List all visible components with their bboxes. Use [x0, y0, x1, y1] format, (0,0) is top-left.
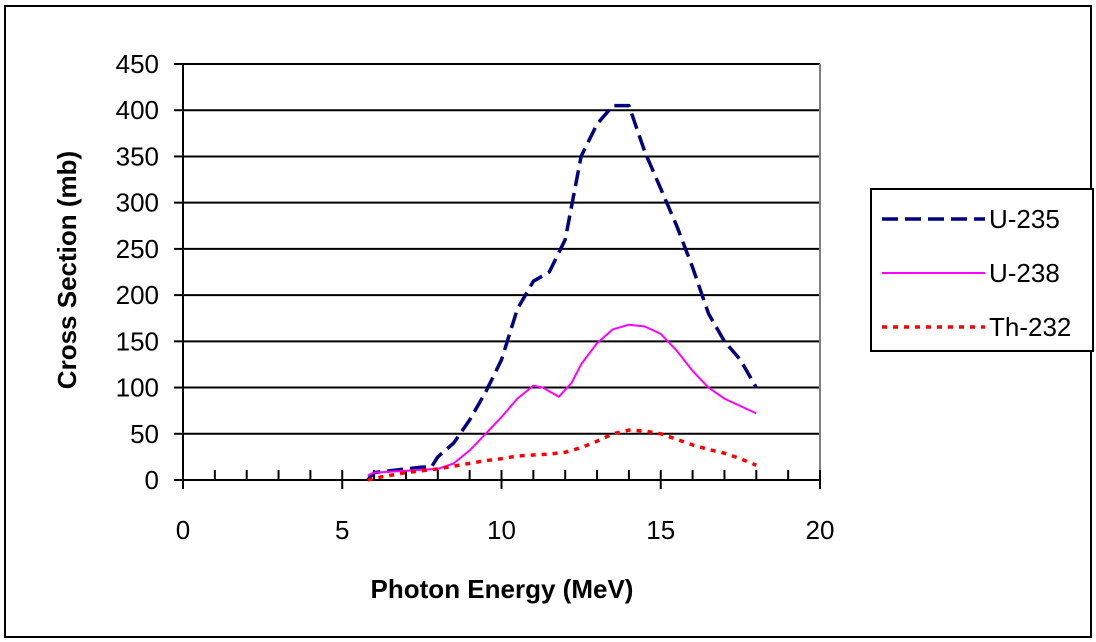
legend-label-u-235: U-235: [989, 204, 1060, 234]
y-tick-label: 250: [116, 234, 159, 264]
series-line-u-238: [367, 323, 757, 477]
y-tick-label: 400: [116, 95, 159, 125]
x-axis-title: Photon Energy (MeV): [371, 574, 634, 604]
y-tick-label: 0: [145, 465, 159, 495]
y-tick-label: 150: [116, 326, 159, 356]
y-tick-label: 450: [116, 49, 159, 79]
y-tick-label: 100: [116, 373, 159, 403]
data-series: [366, 103, 758, 482]
y-tick-label: 200: [116, 280, 159, 310]
x-tick-label: 15: [646, 515, 675, 545]
legend-label-u-238: U-238: [989, 258, 1060, 288]
y-axis-title: Cross Section (mb): [52, 151, 82, 389]
tick-labels: 0 50 100 150 200 250 300 350 400 450 0 5 10 15 20: [116, 49, 835, 545]
x-tick-label: 20: [806, 515, 835, 545]
legend-box: [870, 188, 1094, 352]
y-tick-label: 300: [116, 188, 159, 218]
y-tick-label: 350: [116, 141, 159, 171]
x-tick-label: 5: [335, 515, 349, 545]
y-tick-label: 50: [130, 419, 159, 449]
x-tick-label: 10: [487, 515, 516, 545]
x-tick-label: 0: [176, 515, 190, 545]
legend-label-th-232: Th-232: [989, 312, 1071, 342]
series-line-u-235: [366, 103, 758, 482]
axes: [174, 63, 821, 489]
series-line-th-232: [367, 428, 757, 482]
gridlines: [183, 63, 821, 480]
legend: U-235 U-238 Th-232: [870, 188, 1094, 352]
